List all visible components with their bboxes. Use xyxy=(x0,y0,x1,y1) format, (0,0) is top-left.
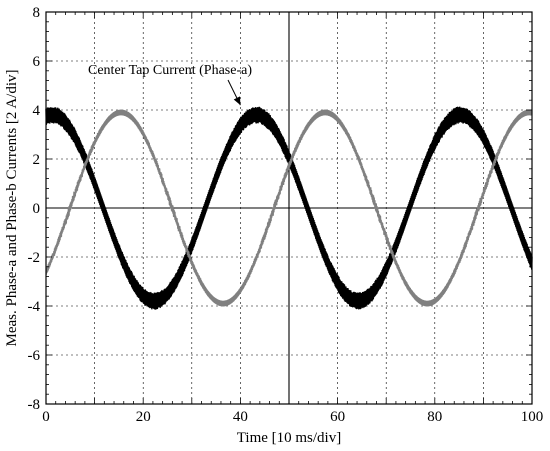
y-tick-label: 2 xyxy=(33,152,41,168)
annotation-text: Center Tap Current (Phase-a) xyxy=(88,63,252,78)
y-tick-label: 8 xyxy=(33,5,41,21)
x-tick-label: 60 xyxy=(330,409,345,425)
series-line-1 xyxy=(45,106,533,310)
x-tick-label: 100 xyxy=(521,409,544,425)
y-tick-label: -4 xyxy=(28,299,41,315)
y-tick-label: -2 xyxy=(28,250,41,266)
y-tick-label: 0 xyxy=(33,201,41,217)
x-tick-label: 80 xyxy=(427,409,442,425)
y-tick-label: 4 xyxy=(33,103,41,119)
y-tick-label: -6 xyxy=(28,348,41,364)
tick-labels: 0 20 40 60 80 100 -8 -6 -4 -2 0 2 4 6 8 xyxy=(28,5,544,425)
plot-series xyxy=(45,106,533,310)
grid xyxy=(46,12,532,404)
x-tick-label: 0 xyxy=(42,409,50,425)
series-line-2 xyxy=(45,109,533,307)
x-tick-label: 20 xyxy=(136,409,151,425)
y-axis-label: Meas. Phase-a and Phase-b Currents [2 A/… xyxy=(4,69,20,346)
y-tick-label: -8 xyxy=(28,397,41,413)
y-tick-label: 6 xyxy=(33,54,41,70)
axis-ticks xyxy=(45,11,533,405)
x-tick-label: 40 xyxy=(233,409,248,425)
x-axis-label: Time [10 ms/div] xyxy=(237,430,341,446)
annotation-arrowhead xyxy=(233,96,241,106)
annotation: Center Tap Current (Phase-a) xyxy=(88,63,252,106)
